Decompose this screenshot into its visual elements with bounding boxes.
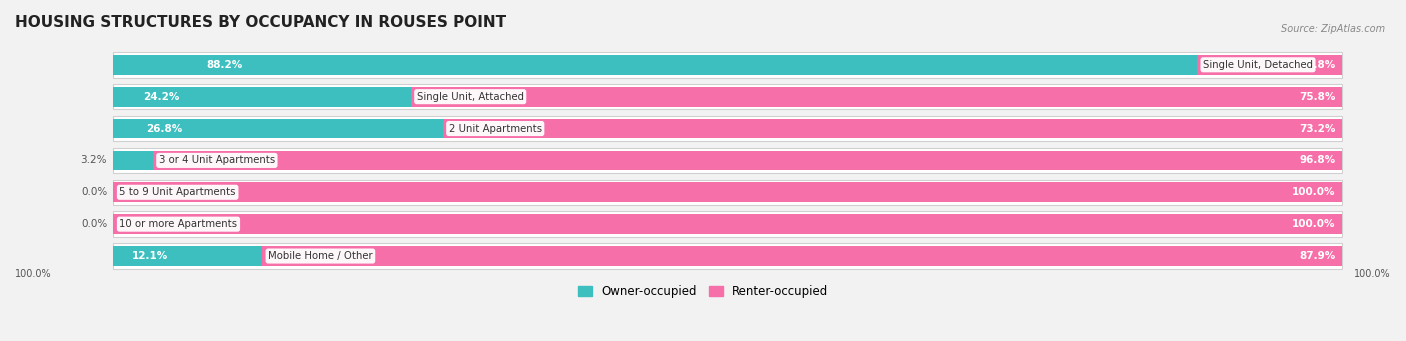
Text: 0.0%: 0.0% — [82, 219, 107, 229]
Text: HOUSING STRUCTURES BY OCCUPANCY IN ROUSES POINT: HOUSING STRUCTURES BY OCCUPANCY IN ROUSE… — [15, 15, 506, 30]
Bar — [114, 243, 1341, 269]
Text: 12.1%: 12.1% — [131, 251, 167, 261]
Bar — [411, 87, 1341, 106]
Bar — [443, 119, 1341, 138]
Text: 87.9%: 87.9% — [1299, 251, 1336, 261]
Bar — [1197, 55, 1341, 75]
Text: 11.8%: 11.8% — [1299, 60, 1336, 70]
Bar — [114, 150, 153, 170]
Text: 10 or more Apartments: 10 or more Apartments — [120, 219, 238, 229]
Bar — [114, 116, 1341, 141]
Bar — [114, 246, 262, 266]
Text: 2 Unit Apartments: 2 Unit Apartments — [449, 123, 541, 134]
Bar — [114, 84, 1341, 109]
Text: 100.0%: 100.0% — [15, 269, 52, 279]
Text: Source: ZipAtlas.com: Source: ZipAtlas.com — [1281, 24, 1385, 34]
Text: 88.2%: 88.2% — [207, 60, 242, 70]
Text: 26.8%: 26.8% — [146, 123, 181, 134]
Bar — [262, 246, 1341, 266]
Text: 73.2%: 73.2% — [1299, 123, 1336, 134]
Text: Single Unit, Detached: Single Unit, Detached — [1204, 60, 1313, 70]
Bar — [114, 179, 1341, 205]
Text: 3.2%: 3.2% — [80, 155, 107, 165]
Bar — [153, 150, 1341, 170]
Text: Mobile Home / Other: Mobile Home / Other — [269, 251, 373, 261]
Bar — [114, 182, 1341, 202]
Bar — [114, 214, 1341, 234]
Bar — [114, 148, 1341, 173]
Text: 3 or 4 Unit Apartments: 3 or 4 Unit Apartments — [159, 155, 276, 165]
Bar — [114, 55, 1197, 75]
Bar — [114, 52, 1341, 77]
Text: 75.8%: 75.8% — [1299, 92, 1336, 102]
Text: 5 to 9 Unit Apartments: 5 to 9 Unit Apartments — [120, 187, 236, 197]
Text: 24.2%: 24.2% — [143, 92, 180, 102]
Text: Single Unit, Attached: Single Unit, Attached — [416, 92, 524, 102]
Bar — [114, 87, 411, 106]
Bar — [114, 211, 1341, 237]
Text: 100.0%: 100.0% — [1354, 269, 1391, 279]
Legend: Owner-occupied, Renter-occupied: Owner-occupied, Renter-occupied — [572, 280, 834, 303]
Bar — [114, 119, 443, 138]
Text: 0.0%: 0.0% — [82, 187, 107, 197]
Text: 100.0%: 100.0% — [1292, 187, 1336, 197]
Text: 96.8%: 96.8% — [1299, 155, 1336, 165]
Text: 100.0%: 100.0% — [1292, 219, 1336, 229]
